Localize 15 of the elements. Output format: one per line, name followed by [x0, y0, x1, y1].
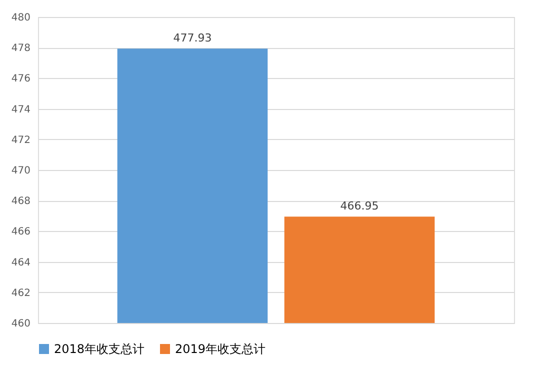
data-label: 466.95: [340, 200, 379, 213]
y-tick-label: 464: [11, 257, 30, 268]
y-tick-label: 468: [11, 196, 30, 208]
y-tick-label: 462: [11, 288, 30, 299]
y-tick-label: 470: [11, 166, 30, 176]
y-tick-label: 472: [11, 134, 30, 146]
y-tick-label: 476: [11, 74, 30, 85]
y-tick-label: 478: [11, 43, 30, 54]
y-tick-label: 474: [11, 104, 30, 116]
y-tick-label: 466: [11, 226, 30, 238]
y-tick-label: 460: [11, 318, 30, 330]
data-label: 477.93: [173, 32, 212, 45]
legend-label: 2019年收支总计: [175, 342, 266, 356]
legend-label: 2018年收支总计: [54, 342, 145, 356]
y-tick-label: 480: [11, 12, 30, 24]
